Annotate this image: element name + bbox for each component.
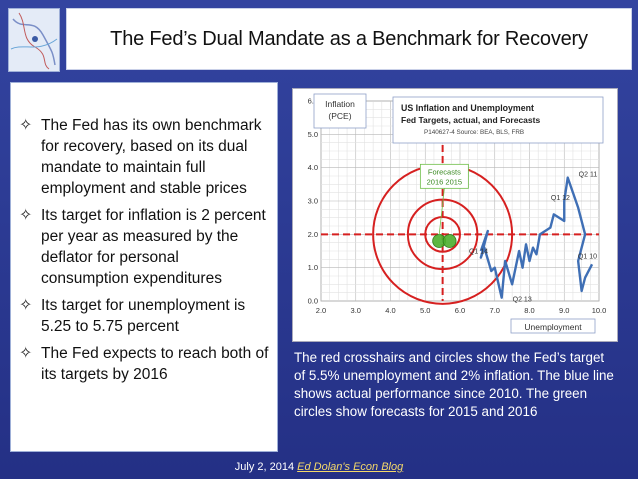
x-tick-label: 2.0 — [316, 306, 326, 315]
bullet-item: ✧ The Fed expects to reach both of its t… — [19, 343, 269, 385]
series-annotation: Q1 14 — [469, 249, 488, 256]
chart-subtitle: Fed Targets, actual, and Forecasts — [401, 115, 540, 125]
x-tick-label: 9.0 — [559, 306, 569, 315]
bullet-item: ✧ Its target for unemployment is 5.25 to… — [19, 295, 269, 337]
x-tick-label: 3.0 — [351, 306, 361, 315]
chart-title: US Inflation and Unemployment — [401, 103, 534, 113]
y-tick-label: 2.0 — [308, 230, 318, 239]
chart-caption: The red crosshairs and circles show the … — [294, 350, 614, 419]
series-annotation: Q1 10 — [578, 253, 597, 260]
xlabel-box — [510, 318, 596, 334]
slide-title-bar: The Fed’s Dual Mandate as a Benchmark fo… — [66, 8, 632, 70]
series-annotation: Q2 11 — [579, 172, 598, 179]
y-tick-label: 6.0 — [308, 97, 318, 106]
x-tick-label: 8.0 — [524, 306, 534, 315]
inflation-unemployment-series-line — [479, 176, 594, 299]
y-tick-label: 4.0 — [308, 163, 318, 172]
footer: July 2, 2014 Ed Dolan's Econ Blog — [0, 461, 638, 473]
x-tick-label: 10.0 — [592, 306, 607, 315]
four-pointed-star-icon: ✧ — [19, 207, 33, 224]
forecast-point-2015 — [442, 234, 457, 248]
bullet-panel: ✧ The Fed has its own benchmark for reco… — [10, 82, 278, 452]
y-tick-label: 3.0 — [308, 197, 318, 206]
bullet-text: Its target for inflation is 2 percent pe… — [41, 207, 266, 287]
four-pointed-star-icon: ✧ — [19, 297, 33, 314]
y-axis-label-line1: Inflation — [325, 99, 355, 109]
x-axis-label: Unemployment — [524, 322, 582, 332]
blog-link[interactable]: Ed Dolan's Econ Blog — [297, 461, 404, 473]
x-tick-label: 5.0 — [420, 306, 430, 315]
four-pointed-star-icon: ✧ — [19, 117, 33, 134]
bullet-text: The Fed has its own benchmark for recove… — [41, 117, 262, 197]
chart-title-box — [392, 96, 604, 144]
y-axis-label-line2: (PCE) — [328, 111, 351, 121]
bullet-text: The Fed expects to reach both of its tar… — [41, 345, 269, 383]
bullet-item: ✧ Its target for inflation is 2 percent … — [19, 205, 269, 289]
series-annotation: Q2 13 — [513, 297, 532, 304]
ylabel-box — [313, 93, 367, 129]
bullet-item: ✧ The Fed has its own benchmark for reco… — [19, 115, 269, 199]
y-tick-label: 0.0 — [308, 297, 318, 306]
x-tick-label: 6.0 — [455, 306, 465, 315]
forecast-years-label: 2016 2015 — [427, 177, 462, 186]
four-pointed-star-icon: ✧ — [19, 345, 33, 362]
slide-title: The Fed’s Dual Mandate as a Benchmark fo… — [110, 27, 588, 50]
chart-source: P140627-4 Source: BEA, BLS, FRB — [424, 129, 524, 136]
footer-date: July 2, 2014 — [234, 461, 295, 473]
x-tick-label: 4.0 — [385, 306, 395, 315]
series-annotation: Q1 12 — [551, 195, 570, 202]
y-tick-label: 5.0 — [308, 130, 318, 139]
x-tick-label: 7.0 — [490, 306, 500, 315]
chart-panel: Forecasts 2016 2015 Q2 11 Q1 12 Q1 10 Q2 13 Q1… — [292, 88, 618, 342]
forecast-pointer — [438, 188, 445, 236]
forecast-label-box — [419, 163, 469, 189]
forecast-label: Forecasts — [428, 167, 461, 176]
bullet-text: Its target for unemployment is 5.25 to 5… — [41, 297, 246, 335]
map-thumbnail-icon — [8, 8, 60, 72]
y-tick-label: 1.0 — [308, 263, 318, 272]
